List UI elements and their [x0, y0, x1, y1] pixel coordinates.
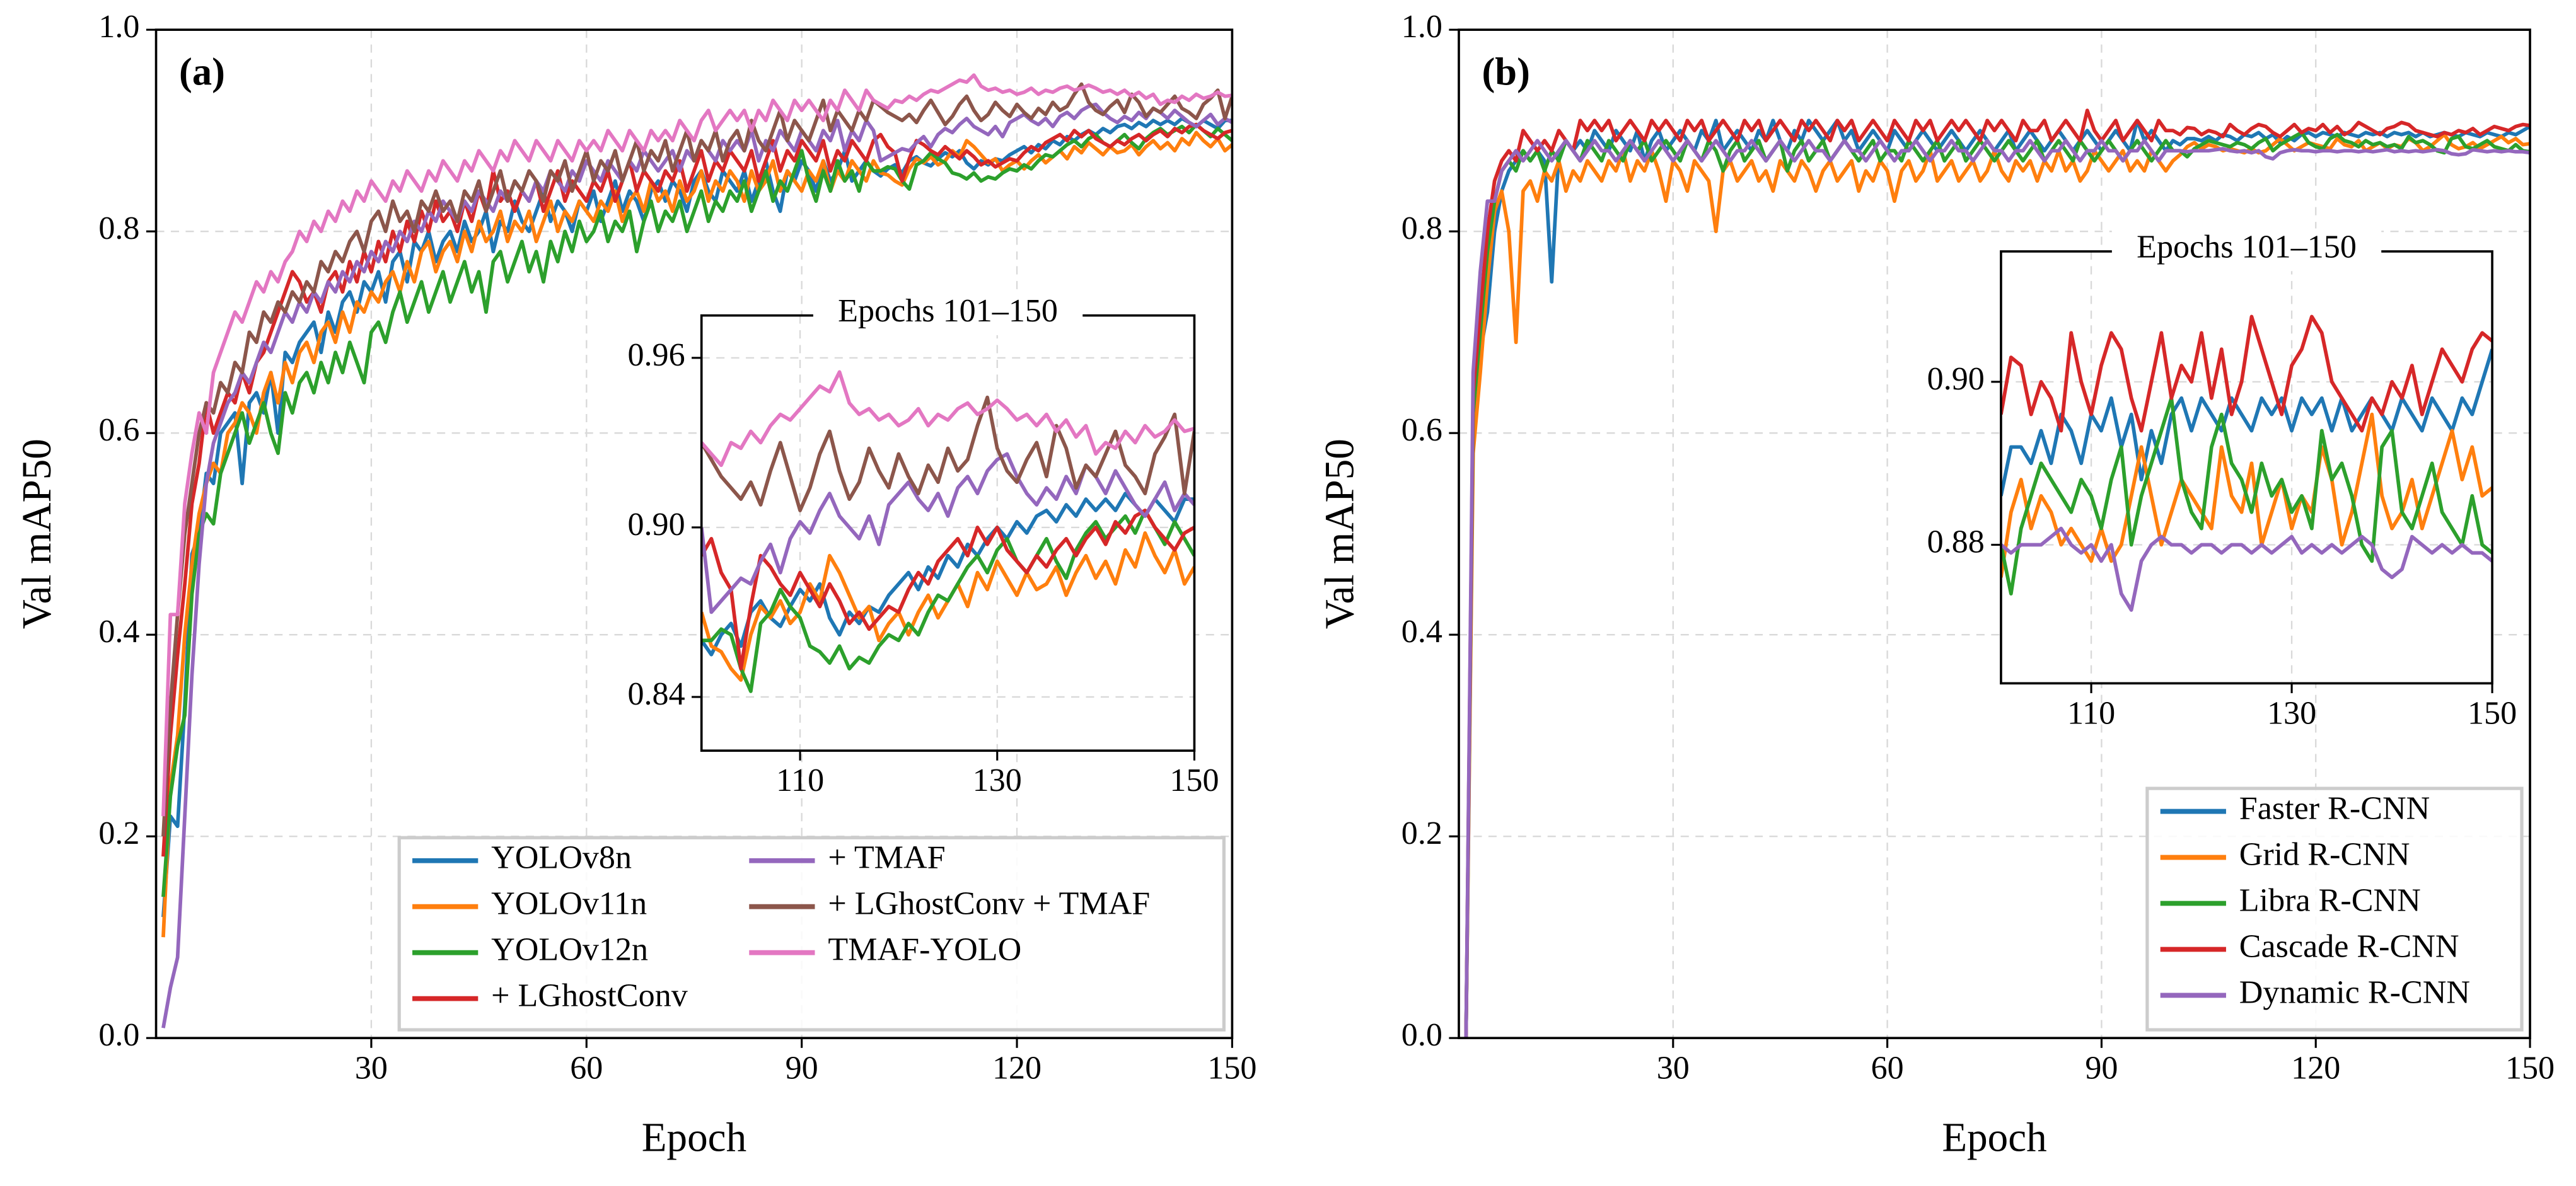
legend-label: YOLOv12n	[491, 932, 648, 968]
x-tick-label: 30	[355, 1050, 388, 1086]
series-line	[701, 492, 1195, 657]
x-tick-label: 150	[1207, 1050, 1256, 1086]
y-tick-label: 0.84	[627, 676, 685, 712]
y-tick-label: 0.2	[1401, 815, 1442, 851]
x-axis-label: Epoch	[642, 1115, 746, 1160]
series-line	[2000, 348, 2493, 497]
x-tick-label: 60	[570, 1050, 603, 1086]
y-tick-label: 0.4	[1401, 614, 1442, 650]
legend-label: TMAF-YOLO	[828, 932, 1021, 968]
legend-label: Grid R-CNN	[2239, 836, 2410, 872]
y-tick-label: 1.0	[1401, 9, 1442, 45]
legend-label: + TMAF	[828, 840, 945, 876]
legend-frame	[2145, 786, 2524, 1032]
y-tick-label: 0.2	[98, 815, 139, 851]
x-tick-label: 90	[2085, 1050, 2118, 1086]
y-axis-label: Val mAP50	[1318, 439, 1363, 629]
plot-frame	[1458, 28, 2531, 1040]
series-line	[701, 452, 1195, 614]
x-tick-label: 150	[1169, 763, 1219, 798]
y-tick-label: 0.4	[98, 614, 139, 650]
inset-title-bg	[2111, 228, 2382, 272]
y-tick-label: 0.6	[1401, 412, 1442, 448]
legend-label: Libra R-CNN	[2239, 882, 2421, 918]
series-line	[701, 395, 1195, 512]
x-tick-label: 30	[1657, 1050, 1690, 1086]
series-line	[1464, 108, 2531, 1039]
panel-label: (b)	[1482, 50, 1529, 94]
x-tick-label: 130	[2267, 695, 2316, 731]
plot-area	[701, 315, 1195, 751]
y-tick-label: 0.8	[1401, 210, 1442, 246]
legend-label: + LGhostConv	[491, 978, 688, 1014]
series-line	[701, 370, 1195, 468]
x-tick-label: 120	[2291, 1050, 2340, 1086]
panel-label: (a)	[179, 50, 225, 94]
plot-area	[2000, 251, 2493, 684]
y-tick-label: 0.90	[1927, 361, 1985, 397]
series-line	[1464, 118, 2531, 1039]
x-tick-label: 110	[776, 763, 824, 798]
plot-frame	[154, 28, 1234, 1040]
legend-label: YOLOv8n	[491, 840, 632, 876]
y-tick-label: 0.96	[627, 337, 685, 373]
series-line	[2000, 526, 2493, 612]
legend-label: Dynamic R-CNN	[2239, 974, 2470, 1010]
x-tick-label: 150	[2468, 695, 2517, 731]
y-tick-label: 0.90	[627, 507, 685, 543]
series-line	[2000, 412, 2493, 578]
series-line	[1464, 132, 2531, 1039]
series-line	[161, 82, 1233, 837]
series-line	[2000, 314, 2493, 433]
y-tick-label: 0.88	[1927, 524, 1985, 560]
x-tick-label: 110	[2067, 695, 2115, 731]
legend-frame	[397, 836, 1226, 1032]
legend-label: YOLOv11n	[491, 886, 647, 922]
y-tick-label: 0.8	[98, 210, 139, 246]
series-line	[161, 122, 1233, 857]
inset-title: Epochs 101–150	[2137, 229, 2357, 265]
series-line	[161, 73, 1233, 817]
series-line	[1464, 139, 2531, 1039]
y-tick-label: 0.6	[98, 412, 139, 448]
x-axis-label: Epoch	[1942, 1115, 2046, 1160]
y-tick-label: 1.0	[98, 9, 139, 45]
inset-title: Epochs 101–150	[838, 293, 1058, 329]
y-axis-label: Val mAP50	[15, 439, 60, 629]
y-tick-label: 0.0	[98, 1017, 139, 1053]
x-tick-label: 120	[992, 1050, 1041, 1086]
series-line	[1464, 130, 2531, 1039]
legend-label: Cascade R-CNN	[2239, 928, 2459, 964]
x-tick-label: 90	[786, 1050, 818, 1086]
inset-title-bg	[813, 292, 1083, 335]
series-line	[161, 122, 1233, 897]
legend-label: + LGhostConv + TMAF	[828, 886, 1150, 922]
x-tick-label: 130	[973, 763, 1022, 798]
series-line	[2000, 396, 2493, 596]
x-tick-label: 150	[2505, 1050, 2555, 1086]
x-tick-label: 60	[1871, 1050, 1904, 1086]
y-tick-label: 0.0	[1401, 1017, 1442, 1053]
legend-label: Faster R-CNN	[2239, 791, 2430, 827]
series-line	[701, 509, 1195, 671]
